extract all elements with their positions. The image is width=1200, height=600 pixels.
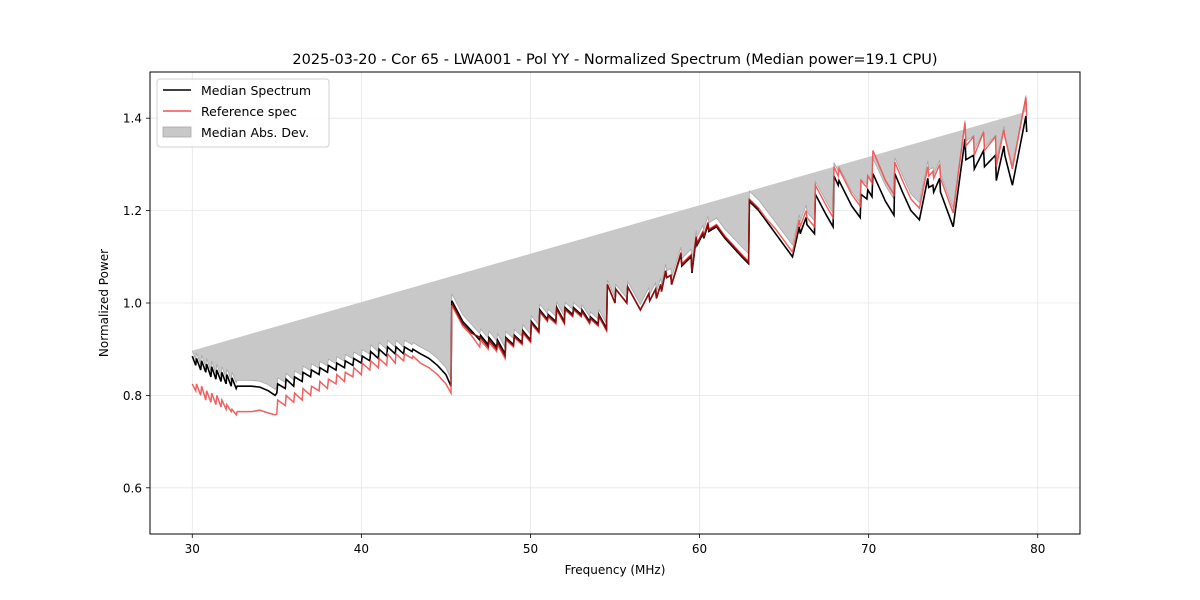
chart-title: 2025-03-20 - Cor 65 - LWA001 - Pol YY - … — [292, 52, 937, 68]
legend-median-label: Median Spectrum — [201, 83, 311, 98]
y-tick-label: 1.0 — [123, 297, 142, 311]
overlap-line — [451, 198, 760, 359]
legend-mad-label: Median Abs. Dev. — [201, 125, 309, 140]
x-tick-label: 70 — [861, 542, 876, 556]
legend: Median Spectrum Reference spec Median Ab… — [156, 78, 330, 148]
x-axis-ticks: 30 40 50 60 70 80 — [185, 534, 1045, 556]
x-tick-label: 80 — [1030, 542, 1045, 556]
x-tick-label: 30 — [185, 542, 200, 556]
y-axis-ticks: 0.6 0.8 1.0 1.2 1.4 — [123, 112, 150, 495]
legend-reference-label: Reference spec — [201, 104, 297, 119]
legend-box — [156, 78, 330, 148]
y-axis-label: Normalized Power — [97, 249, 111, 357]
x-tick-label: 50 — [523, 542, 538, 556]
y-tick-label: 1.2 — [123, 204, 142, 218]
x-tick-label: 60 — [692, 542, 707, 556]
y-tick-label: 0.8 — [123, 389, 142, 403]
x-axis-label: Frequency (MHz) — [565, 563, 666, 577]
y-tick-label: 0.6 — [123, 481, 142, 495]
mad-band — [191, 95, 1028, 390]
legend-mad-swatch — [162, 126, 192, 138]
x-tick-label: 40 — [354, 542, 369, 556]
y-tick-label: 1.4 — [123, 112, 142, 126]
